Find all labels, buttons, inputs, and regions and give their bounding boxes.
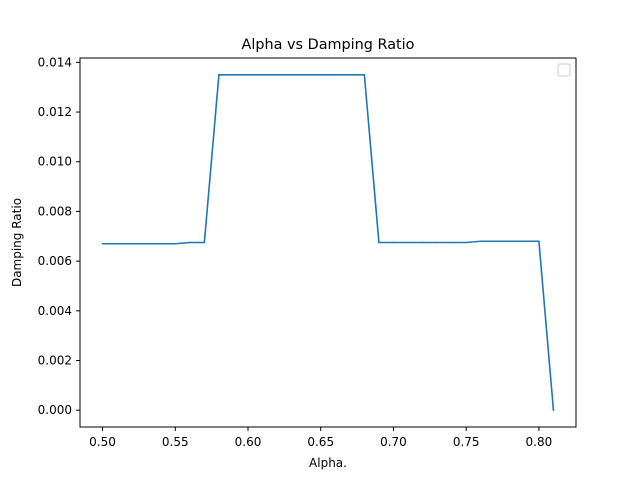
data-point <box>538 240 540 243</box>
x-tick-label: 0.65 <box>307 435 334 449</box>
data-point <box>276 73 278 76</box>
data-point <box>436 241 438 244</box>
data-point <box>363 73 366 76</box>
data-point <box>552 409 555 412</box>
data-point <box>189 241 191 244</box>
data-point <box>218 73 220 76</box>
x-tick-label: 0.70 <box>380 435 407 449</box>
data-point <box>509 240 511 243</box>
data-point <box>450 241 453 244</box>
data-point <box>174 242 177 245</box>
x-axis-label: Alpha. <box>309 456 347 470</box>
data-point <box>378 241 380 244</box>
data-point <box>421 241 424 244</box>
legend <box>557 63 571 77</box>
x-tick-label: 0.55 <box>162 435 189 449</box>
data-point <box>232 73 235 76</box>
y-tick-label: 0.012 <box>38 105 72 119</box>
y-tick-label: 0.014 <box>38 55 72 69</box>
data-point <box>116 242 118 245</box>
y-tick-label: 0.010 <box>38 155 72 169</box>
y-tick-label: 0.002 <box>38 354 72 368</box>
data-point <box>290 73 293 76</box>
y-axis-label: Damping Ratio <box>10 198 24 287</box>
data-point <box>319 73 322 76</box>
chart-title: Alpha vs Damping Ratio <box>242 37 415 53</box>
data-point <box>305 73 307 76</box>
data-point <box>494 240 497 243</box>
y-tick-label: 0.004 <box>38 304 72 318</box>
data-point <box>130 242 133 245</box>
data-point <box>407 241 409 244</box>
data-point <box>159 242 162 245</box>
data-point <box>523 240 526 243</box>
data-point <box>247 73 249 76</box>
data-point <box>334 73 337 76</box>
data-point <box>392 241 395 244</box>
data-point <box>203 241 206 244</box>
data-point <box>479 240 482 243</box>
y-tick-label: 0.000 <box>38 403 72 417</box>
data-point <box>465 241 467 244</box>
y-tick-label: 0.008 <box>38 204 72 218</box>
x-tick-label: 0.50 <box>89 435 116 449</box>
axes-frame <box>79 57 577 428</box>
y-tick-label: 0.006 <box>38 254 72 268</box>
x-tick-label: 0.75 <box>453 435 480 449</box>
data-point <box>261 73 264 76</box>
legend-frame <box>557 63 571 77</box>
data-point <box>145 242 147 245</box>
series-line-0 <box>102 73 555 411</box>
data-point <box>349 73 351 76</box>
data-point <box>101 242 104 245</box>
x-tick-label: 0.80 <box>526 435 553 449</box>
x-tick-label: 0.60 <box>235 435 262 449</box>
